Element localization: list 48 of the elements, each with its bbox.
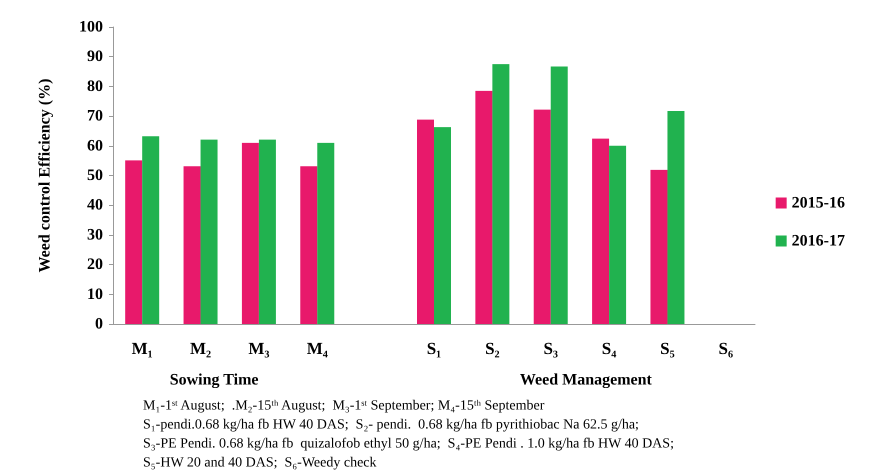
bar <box>417 120 434 324</box>
bar <box>300 166 318 324</box>
text: M₁-1ˢᵗ August; .M₂-15ᵗʰ August; M₃-1ˢᵗ September; M₄-15ᵗʰ September <box>143 398 545 414</box>
bar <box>242 142 259 324</box>
x-tick-label: S₂ <box>485 339 500 358</box>
y-tick-label: 70 <box>87 108 103 125</box>
bar <box>142 136 160 324</box>
bar <box>592 138 610 324</box>
x-tick-label: S₆ <box>718 339 734 358</box>
x-tick-label: S₄ <box>602 339 616 358</box>
y-tick-label: 0 <box>95 316 103 332</box>
bar <box>534 110 551 324</box>
bar <box>258 140 276 324</box>
legend-label: 2015-16 <box>792 194 845 212</box>
bar <box>317 142 334 324</box>
bar <box>125 160 142 324</box>
x-tick-label: M₄ <box>306 339 328 358</box>
legend-label: 2016-17 <box>792 232 845 250</box>
x-tick-label: M₂ <box>190 339 212 358</box>
y-tick-label: 60 <box>87 137 103 154</box>
y-tick-label: 80 <box>87 78 103 95</box>
bar <box>475 90 492 324</box>
bar <box>550 66 568 324</box>
bar <box>650 170 668 324</box>
y-tick-label: 40 <box>87 196 103 214</box>
bar <box>609 146 626 324</box>
bar <box>667 111 684 324</box>
bar <box>434 127 451 324</box>
y-tick-label: 10 <box>87 286 103 303</box>
text: Sowing Time <box>170 372 258 388</box>
bar <box>200 140 218 324</box>
x-tick-label: S₁ <box>426 339 442 358</box>
y-tick-label: 30 <box>87 226 103 244</box>
x-tick-label: M₃ <box>248 339 270 358</box>
y-axis-title: Weed control Efficiency (%) <box>36 78 54 272</box>
bar <box>492 64 510 324</box>
text: Weed Management <box>520 372 653 388</box>
y-tick-label: 90 <box>87 48 103 66</box>
text: S₃-PE Pendi. 0.68 kg/ha fb quizalofob ethyl 50 g/ha; S₄-PE Pendi . 1.0 kg/ha fb HW 40 DAS; <box>143 436 674 452</box>
x-tick-label: M₁ <box>132 339 153 358</box>
x-tick-label: S₃ <box>543 339 558 358</box>
text: S₅-HW 20 and 40 DAS; S₆-Weedy check <box>143 456 377 470</box>
y-tick-label: 50 <box>87 167 103 184</box>
y-tick-label: 100 <box>79 18 103 36</box>
text: S₁-pendi.0.68 kg/ha fb HW 40 DAS; S₂- pendi. 0.68 kg/ha fb pyrithiobac Na 62.5 g/ha; <box>143 418 639 432</box>
bar <box>184 166 201 324</box>
y-tick-label: 20 <box>87 256 103 274</box>
x-tick-label: S₅ <box>660 339 675 358</box>
